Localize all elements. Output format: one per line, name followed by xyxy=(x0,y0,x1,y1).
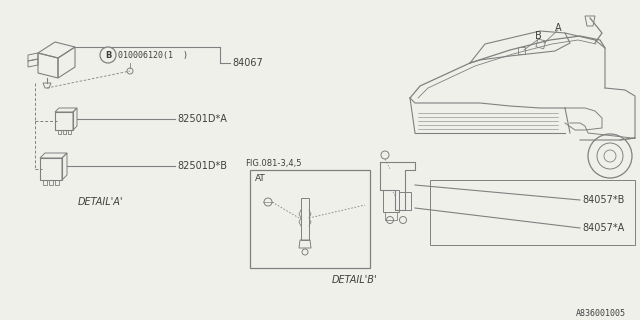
Text: 010006120(1  ): 010006120(1 ) xyxy=(118,51,188,60)
Text: 84057*A: 84057*A xyxy=(582,223,624,233)
Text: FIG.081-3,4,5: FIG.081-3,4,5 xyxy=(245,158,301,167)
Text: A836001005: A836001005 xyxy=(576,308,626,317)
Bar xyxy=(250,170,370,268)
Bar xyxy=(55,180,59,185)
Text: 82501D*A: 82501D*A xyxy=(177,114,227,124)
Bar xyxy=(68,130,71,134)
Text: B: B xyxy=(105,51,111,60)
Bar xyxy=(385,212,397,220)
Bar xyxy=(43,180,47,185)
Bar xyxy=(63,130,66,134)
Bar xyxy=(399,192,411,210)
Text: DETAIL'B': DETAIL'B' xyxy=(332,275,378,285)
Bar xyxy=(58,130,61,134)
Bar xyxy=(518,47,525,54)
Text: 82501D*B: 82501D*B xyxy=(177,161,227,171)
Text: A: A xyxy=(555,23,561,33)
Bar xyxy=(301,198,309,240)
Text: DETAIL'A': DETAIL'A' xyxy=(77,197,123,207)
Bar xyxy=(383,190,399,212)
Bar xyxy=(536,39,546,49)
Text: AT: AT xyxy=(255,173,266,182)
Text: B: B xyxy=(534,31,541,41)
Bar xyxy=(49,180,53,185)
Circle shape xyxy=(100,47,116,63)
Text: 84057*B: 84057*B xyxy=(582,195,625,205)
Text: 84067: 84067 xyxy=(232,58,263,68)
Bar xyxy=(430,180,635,245)
